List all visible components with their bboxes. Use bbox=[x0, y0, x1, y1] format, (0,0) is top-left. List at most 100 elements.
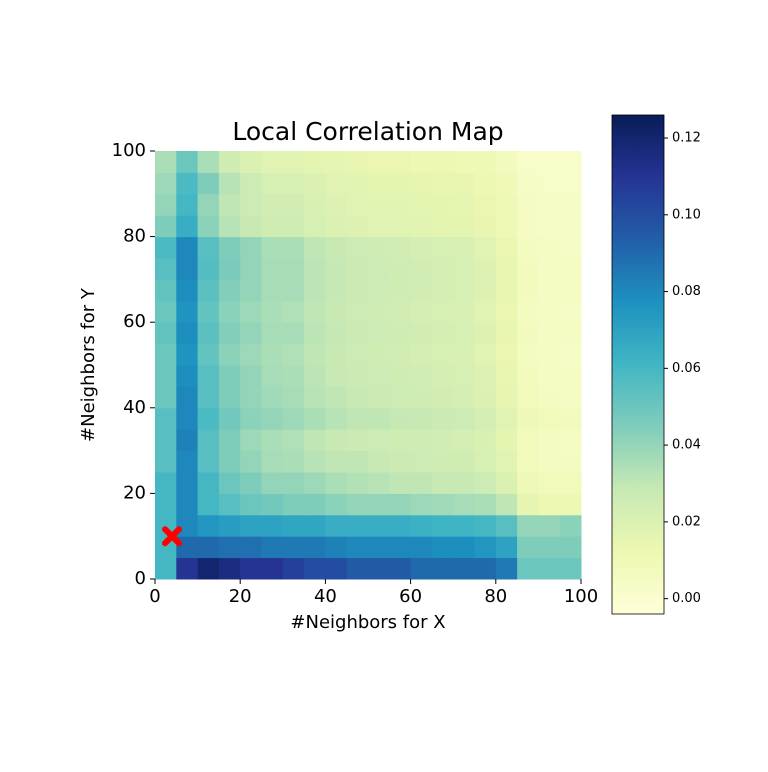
heatmap-cell bbox=[197, 493, 220, 516]
heatmap-cell bbox=[517, 151, 539, 173]
heatmap-cell bbox=[389, 557, 412, 580]
heatmap-cell bbox=[453, 343, 475, 366]
heatmap-cell bbox=[155, 407, 177, 430]
heatmap-cell bbox=[410, 322, 433, 345]
heatmap-cell bbox=[368, 172, 390, 195]
heatmap-cell bbox=[474, 279, 497, 302]
heatmap-cell bbox=[495, 365, 518, 387]
heatmap-cell bbox=[240, 386, 262, 409]
heatmap-cell bbox=[389, 493, 412, 516]
heatmap-cell bbox=[346, 172, 369, 195]
heatmap-cell bbox=[495, 322, 518, 345]
heatmap-cell bbox=[176, 172, 199, 195]
heatmap-cell bbox=[538, 472, 561, 494]
heatmap-cell bbox=[325, 407, 348, 430]
heatmap-cell bbox=[155, 386, 177, 409]
heatmap-cell bbox=[495, 493, 518, 516]
heatmap-cell bbox=[240, 472, 262, 494]
heatmap-cell bbox=[517, 429, 539, 452]
heatmap-cell bbox=[368, 258, 390, 280]
heatmap-cell bbox=[304, 322, 326, 345]
heatmap-cell bbox=[559, 536, 582, 559]
heatmap-cell bbox=[538, 343, 561, 366]
heatmap-cell bbox=[410, 472, 433, 494]
heatmap-cell bbox=[517, 536, 539, 559]
heatmap-cell bbox=[495, 429, 518, 452]
heatmap-cell bbox=[155, 343, 177, 366]
heatmap-cell bbox=[261, 300, 284, 323]
heatmap-cell bbox=[155, 151, 177, 173]
heatmap-cell bbox=[431, 172, 454, 195]
heatmap-cell bbox=[559, 429, 582, 452]
heatmap-cell bbox=[197, 193, 220, 216]
heatmap-cell bbox=[240, 215, 262, 238]
heatmap-cell bbox=[240, 429, 262, 452]
heatmap-cell bbox=[538, 151, 561, 173]
heatmap-cell bbox=[368, 472, 390, 494]
heatmap-cell bbox=[261, 151, 284, 173]
heatmap-cell bbox=[218, 343, 241, 366]
heatmap-cell bbox=[155, 236, 177, 259]
heatmap-cell bbox=[218, 536, 241, 559]
x-tick-label: 60 bbox=[399, 586, 422, 607]
heatmap-cell bbox=[176, 258, 199, 280]
heatmap-cell bbox=[559, 365, 582, 387]
heatmap-cell bbox=[346, 386, 369, 409]
heatmap-cell bbox=[261, 322, 284, 345]
y-tick-label: 100 bbox=[112, 140, 146, 161]
heatmap-cell bbox=[517, 193, 539, 216]
heatmap-cell bbox=[240, 258, 262, 280]
heatmap-cell bbox=[431, 536, 454, 559]
heatmap-cell bbox=[304, 236, 326, 259]
heatmap-cell bbox=[453, 151, 475, 173]
heatmap-cell bbox=[346, 300, 369, 323]
heatmap-cell bbox=[261, 236, 284, 259]
heatmap-cell bbox=[389, 429, 412, 452]
heatmap-cell bbox=[368, 300, 390, 323]
heatmap-cell bbox=[282, 343, 305, 366]
colorbar bbox=[611, 114, 665, 615]
heatmap-cell bbox=[410, 236, 433, 259]
heatmap-cell bbox=[453, 193, 475, 216]
heatmap-cell bbox=[155, 472, 177, 494]
heatmap-cell bbox=[346, 450, 369, 473]
heatmap-cell bbox=[261, 386, 284, 409]
heatmap-cell bbox=[431, 450, 454, 473]
heatmap-cell bbox=[495, 215, 518, 238]
heatmap-cell bbox=[282, 472, 305, 494]
y-axis-label: #Neighbors for Y bbox=[78, 287, 99, 442]
heatmap-cell bbox=[389, 172, 412, 195]
heatmap-cell bbox=[495, 536, 518, 559]
heatmap-cell bbox=[517, 407, 539, 430]
heatmap-cell bbox=[453, 407, 475, 430]
heatmap-cell bbox=[325, 472, 348, 494]
heatmap-cell bbox=[368, 536, 390, 559]
colorbar-tick-label: 0.12 bbox=[672, 131, 701, 146]
heatmap-cell bbox=[197, 172, 220, 195]
heatmap-cell bbox=[240, 536, 262, 559]
heatmap-cell bbox=[282, 386, 305, 409]
heatmap-cell bbox=[474, 151, 497, 173]
heatmap-cell bbox=[176, 279, 199, 302]
heatmap-cell bbox=[559, 450, 582, 473]
heatmap-cell bbox=[495, 557, 518, 580]
heatmap-cell bbox=[368, 407, 390, 430]
heatmap-cell bbox=[197, 151, 220, 173]
heatmap-cell bbox=[431, 151, 454, 173]
heatmap-cell bbox=[197, 215, 220, 238]
heatmap-cell bbox=[197, 536, 220, 559]
heatmap-cell bbox=[368, 236, 390, 259]
heatmap-cell bbox=[517, 300, 539, 323]
y-tick-label: 40 bbox=[123, 397, 146, 418]
heatmap-cell bbox=[304, 172, 326, 195]
heatmap-cell bbox=[517, 493, 539, 516]
heatmap-cell bbox=[517, 450, 539, 473]
heatmap-cell bbox=[474, 172, 497, 195]
heatmap-cell bbox=[346, 215, 369, 238]
heatmap-cell bbox=[559, 343, 582, 366]
heatmap-cell bbox=[155, 300, 177, 323]
heatmap-cell bbox=[240, 557, 262, 580]
heatmap-cell bbox=[517, 258, 539, 280]
heatmap-cell bbox=[304, 536, 326, 559]
y-tick-label: 0 bbox=[135, 568, 146, 589]
